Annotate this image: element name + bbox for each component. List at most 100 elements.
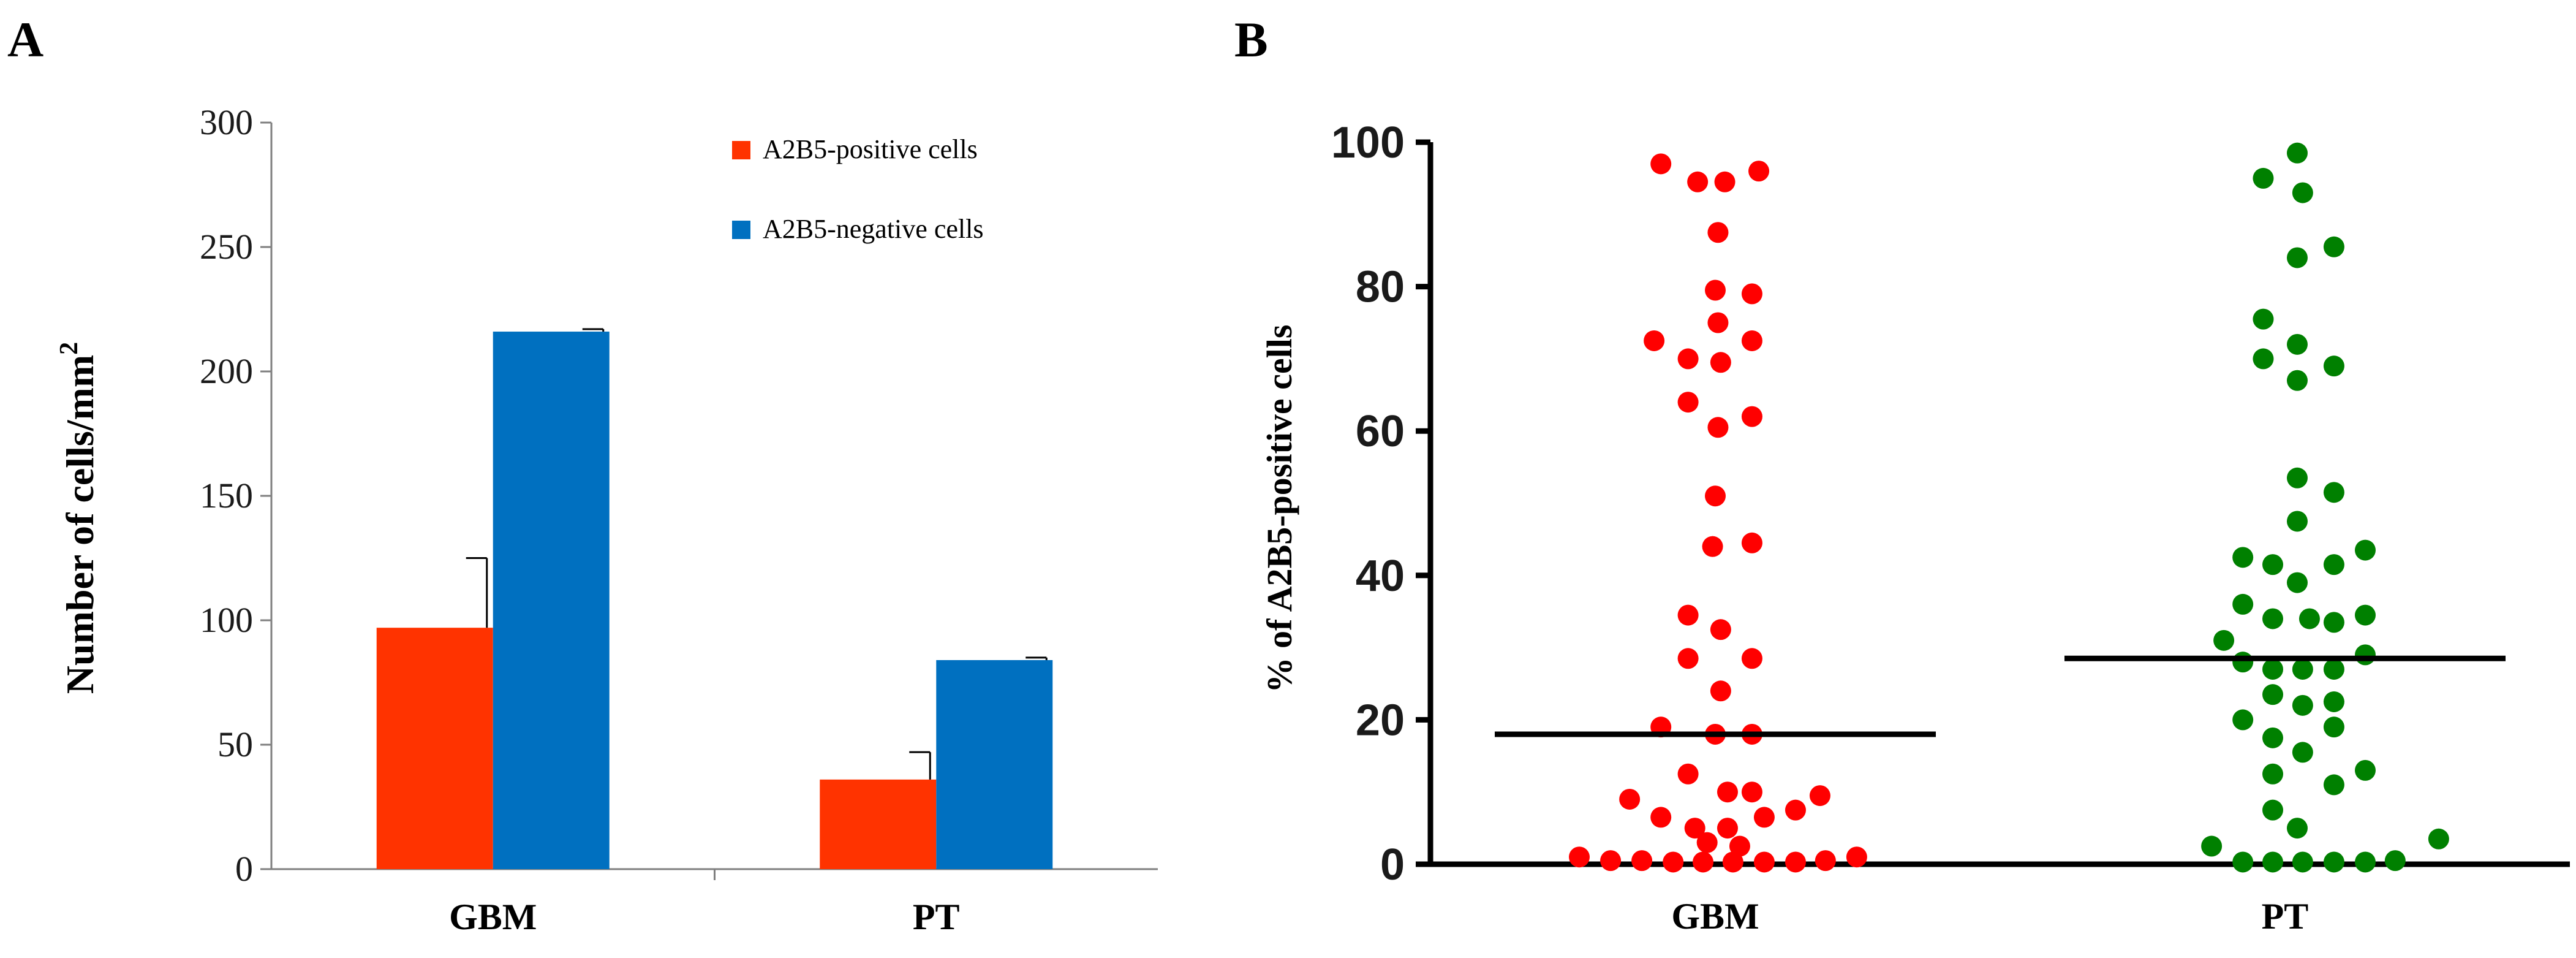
panel-b-data-point: [1707, 222, 1729, 243]
panel-a-legend-swatch: [732, 141, 750, 159]
panel-b-data-point: [2354, 644, 2376, 666]
panel-b-data-point: [2323, 236, 2344, 257]
panel-b-data-point: [2253, 348, 2274, 370]
panel-b-data-point: [1714, 171, 1736, 192]
panel-a-bars: [376, 328, 1053, 869]
panel-b-data-point: [2323, 774, 2344, 796]
panel-a-y-axis-label-text: Number of cells/mm: [58, 355, 102, 694]
panel-b-data-point: [2298, 608, 2320, 629]
panel-b-data-point: [2286, 333, 2308, 355]
panel-a-label: A: [7, 12, 43, 67]
panel-b-data-point: [1569, 846, 1590, 868]
panel-b-data-point: [2323, 851, 2344, 873]
panel-a-y-tick-label: 50: [217, 724, 253, 764]
panel-b-y-tick-label: 60: [1356, 407, 1405, 456]
panel-b-data-point: [2323, 482, 2344, 503]
panel-b-x-category-label: PT: [2262, 896, 2309, 937]
panel-a-legend-label: A2B5-negative cells: [763, 214, 983, 244]
panel-b-data-point: [2262, 684, 2284, 705]
panel-b-data-point: [1663, 851, 1684, 873]
panel-b-data-point: [1722, 851, 1743, 873]
panel-b-data-point: [2323, 717, 2344, 738]
panel-b-data-point: [1815, 850, 1836, 872]
panel-b-data-point: [1644, 330, 1665, 351]
panel-b-data-point: [1696, 832, 1718, 853]
panel-b-data-point: [2262, 608, 2284, 629]
panel-a-bar-chart: A 0 50 100 150 200 250 300 GBM PT A2B5-positive …: [7, 12, 1158, 937]
panel-b-data-point: [2354, 539, 2376, 561]
panel-a-bar: [936, 660, 1053, 869]
panel-b-data-point: [2286, 467, 2308, 489]
panel-b-axes: 0 20 40 60 80 100 GBM PT: [1331, 118, 2570, 937]
panel-b-data-point: [1748, 161, 1770, 182]
panel-b-data-point: [2253, 167, 2274, 189]
panel-b-data-point: [2354, 759, 2376, 781]
panel-b-data-point: [2253, 308, 2274, 330]
panel-b-data-point: [1846, 846, 1867, 868]
panel-b-data-point: [1693, 851, 1714, 873]
panel-b-y-tick-label: 40: [1356, 552, 1405, 601]
panel-b-x-category-label: GBM: [1671, 896, 1759, 937]
panel-b-data-point: [1710, 680, 1731, 702]
panel-b-data-point: [2292, 851, 2313, 873]
panel-b-data-point: [1717, 818, 1738, 839]
panel-b-data-point: [2292, 694, 2313, 716]
panel-b-data-point: [1600, 850, 1622, 872]
panel-a-y-tick-label: 0: [235, 849, 253, 889]
panel-b-data-point: [2286, 142, 2308, 164]
panel-b-data-point: [1631, 850, 1653, 872]
panel-b-data-point: [1710, 619, 1731, 641]
panel-b-data-point: [1741, 283, 1762, 305]
panel-a-x-category-label: GBM: [449, 897, 537, 937]
panel-b-data-point: [1687, 171, 1709, 192]
panel-b-data-point: [1677, 604, 1699, 626]
panel-b-data-point: [2232, 547, 2254, 568]
panel-b-data-point: [2232, 593, 2254, 615]
panel-b-data-point: [1729, 835, 1750, 857]
panel-a-y-tick-label: 100: [200, 600, 253, 640]
panel-b-data-point: [1677, 763, 1699, 785]
panel-b-data-point: [1753, 851, 1775, 873]
panel-b-points: [1569, 142, 2449, 873]
panel-a-bar: [376, 628, 493, 869]
panel-b-data-point: [2323, 554, 2344, 576]
panel-b-data-point: [2201, 835, 2223, 857]
panel-a-y-tick-label: 150: [200, 476, 253, 515]
panel-b-data-point: [2262, 851, 2284, 873]
panel-a-bar: [493, 332, 610, 869]
panel-a-legend-label: A2B5-positive cells: [763, 134, 978, 164]
panel-b-data-point: [2384, 850, 2406, 872]
panel-b-data-point: [2292, 182, 2313, 203]
panel-b-data-point: [1702, 536, 1723, 557]
panel-b-data-point: [2232, 652, 2254, 673]
panel-b-data-point: [2262, 554, 2284, 576]
panel-b-data-point: [1741, 532, 1762, 553]
panel-b-data-point: [1650, 807, 1672, 828]
panel-b-data-point: [1785, 851, 1806, 873]
panel-b-data-point: [2232, 851, 2254, 873]
panel-b-data-point: [2286, 572, 2308, 593]
panel-b-data-point: [2292, 658, 2313, 680]
panel-a-y-axis-label: Number of cells/mm2: [55, 342, 102, 694]
panel-a-y-tick-label: 200: [200, 351, 253, 391]
panel-b-data-point: [2262, 727, 2284, 748]
panel-b-data-point: [1717, 781, 1738, 803]
panel-b-data-point: [1684, 818, 1705, 839]
panel-b-data-point: [1785, 799, 1806, 821]
panel-b-data-point: [2262, 658, 2284, 680]
panel-b-data-point: [1705, 279, 1726, 301]
panel-b-data-point: [1741, 406, 1762, 427]
panel-b-data-point: [2323, 355, 2344, 377]
panel-b-data-point: [2292, 742, 2313, 763]
panel-b-data-point: [2354, 604, 2376, 626]
panel-b-data-point: [1619, 788, 1641, 810]
panel-b-data-point: [2354, 851, 2376, 873]
panel-a-bar: [820, 779, 937, 869]
panel-a-legend: A2B5-positive cells A2B5-negative cells: [732, 134, 983, 244]
panel-a-y-axis-label-superscript: 2: [55, 342, 83, 355]
panel-b-data-point: [2286, 818, 2308, 839]
panel-b-data-point: [2323, 691, 2344, 712]
panel-b-data-point: [2286, 370, 2308, 391]
panel-b-data-point: [2262, 799, 2284, 821]
